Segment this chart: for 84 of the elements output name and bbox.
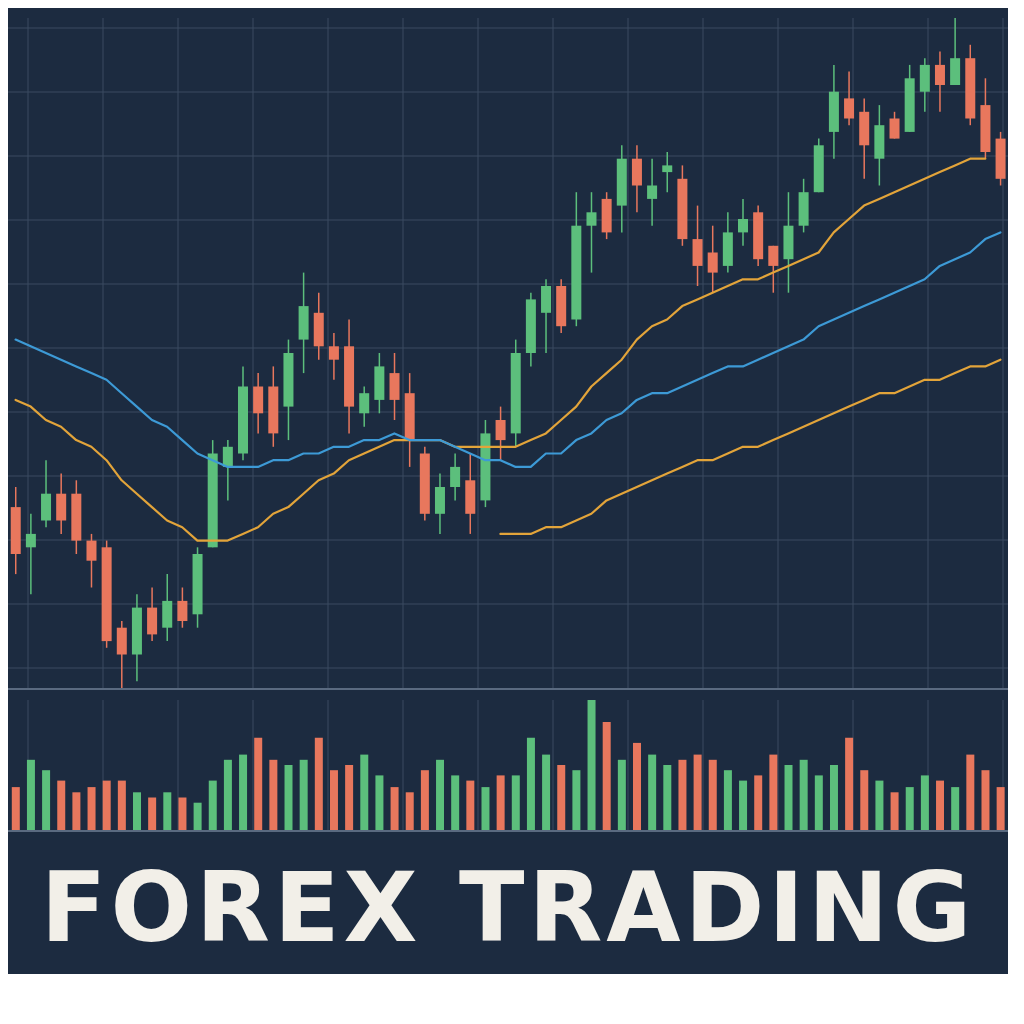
bar xyxy=(420,770,429,830)
bar xyxy=(966,754,975,830)
bar xyxy=(375,775,384,830)
bar xyxy=(11,787,20,830)
bar xyxy=(239,754,248,830)
bar xyxy=(617,759,626,830)
bar xyxy=(799,759,808,830)
bar xyxy=(829,765,838,830)
bar xyxy=(102,780,111,830)
bar xyxy=(284,765,293,830)
bar xyxy=(845,737,854,830)
bar xyxy=(951,787,960,830)
bar xyxy=(496,775,505,830)
bar xyxy=(708,759,717,830)
bar xyxy=(451,775,460,830)
bar xyxy=(299,759,308,830)
bar xyxy=(905,787,914,830)
candlestick xyxy=(647,157,658,227)
bar xyxy=(557,765,566,830)
candlestick xyxy=(177,586,188,629)
bar xyxy=(26,759,35,830)
candlestick xyxy=(222,439,233,502)
bar xyxy=(314,737,323,830)
bar xyxy=(663,765,672,830)
bar xyxy=(163,792,172,830)
bar xyxy=(117,780,126,830)
bar xyxy=(875,780,884,830)
text: FOREX TRADING xyxy=(39,851,977,966)
bar xyxy=(481,787,490,830)
bar xyxy=(87,787,96,830)
candlestick xyxy=(495,405,506,461)
candlestick xyxy=(844,70,855,126)
bar xyxy=(193,802,202,830)
bar xyxy=(920,775,929,830)
bar xyxy=(890,792,899,830)
candlestick xyxy=(86,533,97,589)
candlestick xyxy=(586,191,597,274)
bar xyxy=(269,759,278,830)
bar xyxy=(345,765,354,830)
bar xyxy=(57,780,66,830)
bar xyxy=(542,754,551,830)
candlestick xyxy=(768,245,779,294)
bar xyxy=(587,700,596,830)
bar xyxy=(784,765,793,830)
bar xyxy=(178,797,187,830)
bar xyxy=(390,787,399,830)
bar xyxy=(678,759,687,830)
candlestick xyxy=(328,332,339,381)
bar xyxy=(42,770,51,830)
bar xyxy=(208,780,217,830)
bar xyxy=(602,722,611,830)
bar xyxy=(254,737,263,830)
bar xyxy=(133,792,141,830)
bar xyxy=(860,770,869,830)
bar xyxy=(526,737,535,830)
bar xyxy=(739,780,748,830)
candlestick xyxy=(707,224,718,294)
bar xyxy=(72,792,81,830)
bar xyxy=(648,754,657,830)
bar xyxy=(754,775,763,830)
candlestick xyxy=(359,385,370,428)
bar xyxy=(693,754,702,830)
bar xyxy=(148,797,157,830)
bar xyxy=(936,780,945,830)
candlestick xyxy=(889,111,900,140)
bar xyxy=(360,754,369,830)
bar xyxy=(223,759,232,830)
bar xyxy=(633,742,641,830)
bar xyxy=(405,792,414,830)
bar xyxy=(466,780,475,830)
bar xyxy=(436,759,445,830)
bar xyxy=(814,775,823,830)
bar xyxy=(723,770,732,830)
candlestick xyxy=(25,513,36,595)
bar xyxy=(572,770,581,830)
candlestick xyxy=(738,198,748,247)
bar xyxy=(511,775,520,830)
bar xyxy=(769,754,778,830)
bar xyxy=(981,770,990,830)
candlestick xyxy=(934,50,945,113)
bar xyxy=(996,787,1005,830)
candlestick xyxy=(662,151,673,193)
candlestick xyxy=(450,452,461,502)
bar xyxy=(329,770,338,830)
